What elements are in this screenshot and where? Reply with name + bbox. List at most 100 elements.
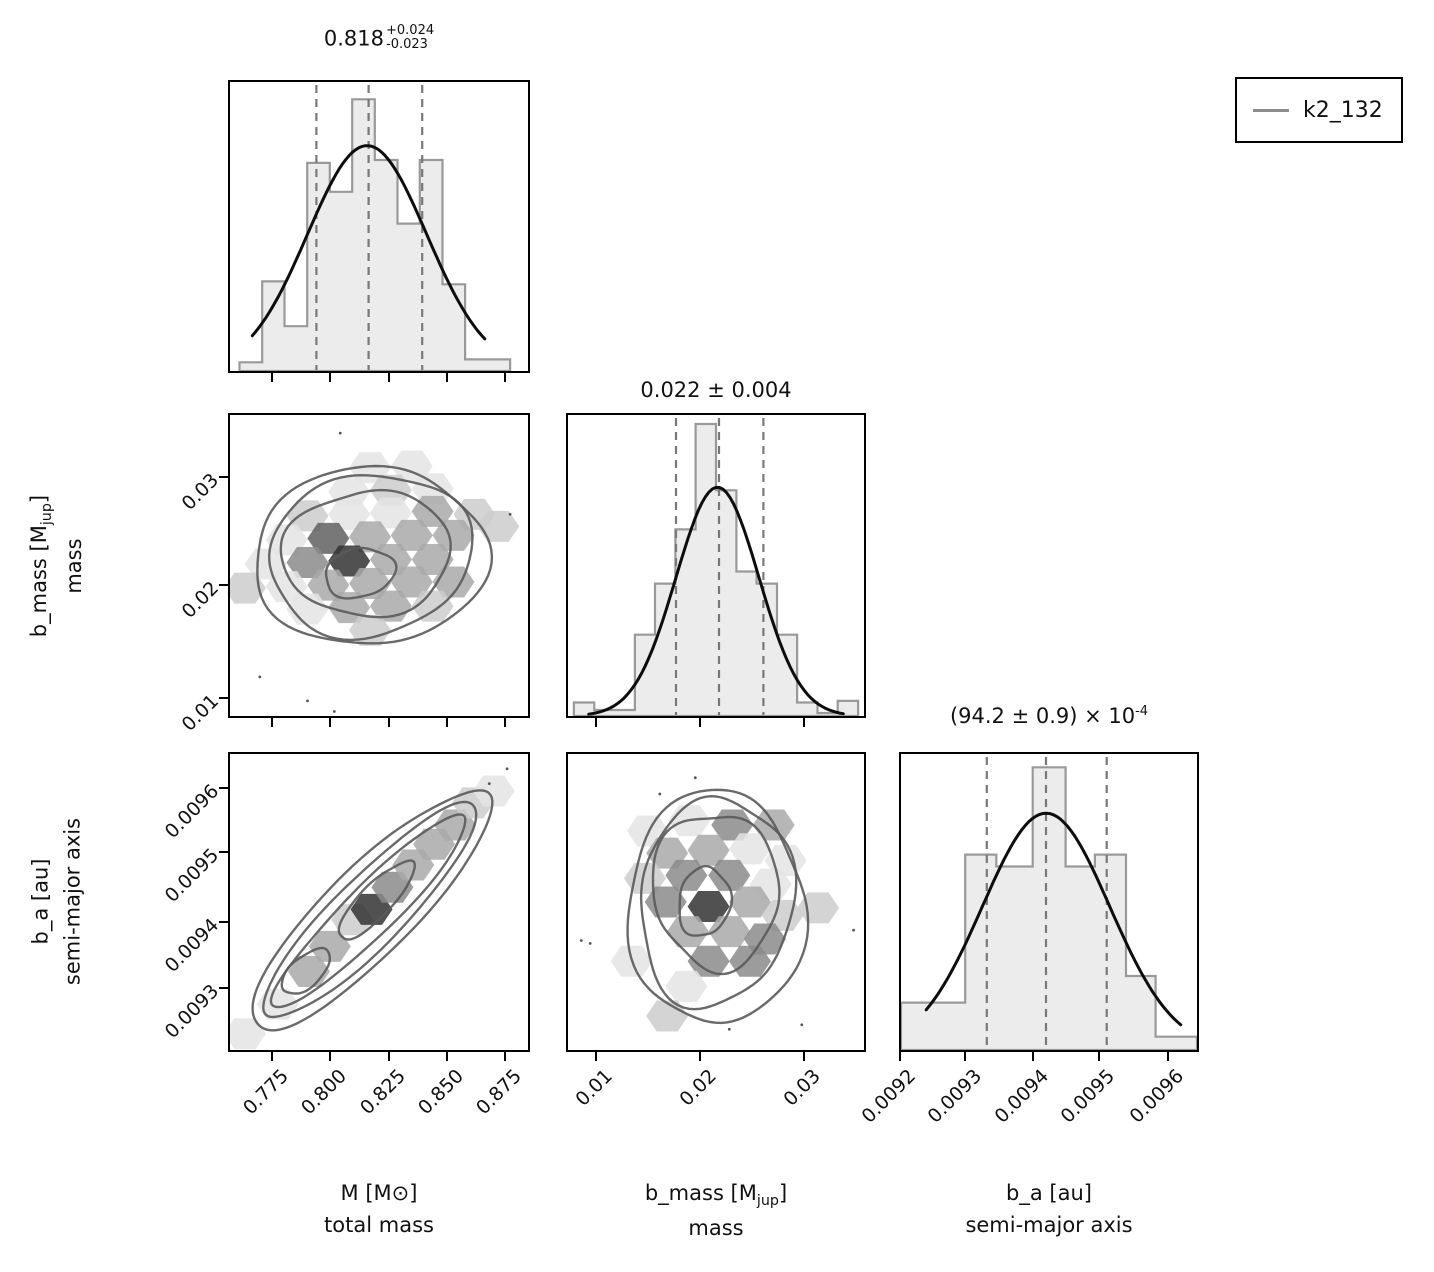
- histogram-plot: [572, 418, 860, 716]
- hexbin-cell: [708, 859, 751, 891]
- histogram-plot: [901, 757, 1197, 1050]
- hexbin-cell: [665, 859, 708, 891]
- x-axis-label-b_a: b_a [au] semi-major axis: [889, 1178, 1209, 1241]
- hexbin-cell: [472, 775, 515, 807]
- x-tick: [699, 718, 702, 727]
- contour-line: [251, 789, 494, 1032]
- panel-hexbin-M-b_mass: [228, 413, 530, 718]
- hexbin-cell: [797, 892, 840, 924]
- scatter-point: [258, 675, 262, 679]
- contour-line: [268, 474, 474, 642]
- estimate-title-b_mass: 0.022 ± 0.004: [640, 378, 792, 402]
- hexbin-cell: [666, 916, 709, 948]
- x-tick-label: 0.0096: [1125, 1065, 1189, 1128]
- x-axis-label-b_mass-main: b_mass [Mjup]: [644, 1181, 788, 1210]
- hexbin-plot: [579, 776, 855, 1032]
- x-tick: [1166, 1052, 1169, 1061]
- panel-hist-M: [228, 80, 530, 373]
- x-tick: [329, 718, 332, 727]
- panel-hist-b_a: [899, 752, 1199, 1052]
- x-tick: [445, 1052, 448, 1061]
- x-axis-label-M: M [M⊙] total mass: [219, 1178, 539, 1241]
- y-tick-label: 0.0096: [160, 780, 223, 843]
- x-tick: [1097, 1052, 1100, 1061]
- x-tick-label: 0.03: [778, 1065, 825, 1111]
- y-tick: [219, 921, 228, 924]
- x-axis-label-b_mass-sub: mass: [688, 1215, 744, 1240]
- contour-line: [639, 795, 798, 1011]
- hexbin-cell: [411, 590, 454, 622]
- hexbin-cell: [390, 566, 433, 598]
- hexbin-cell: [729, 886, 772, 918]
- hexbin-cells: [230, 450, 520, 646]
- hexbin-cell: [349, 614, 392, 646]
- hexbin-cell: [432, 519, 475, 551]
- x-tick: [503, 373, 506, 382]
- scatter-point: [332, 710, 336, 713]
- y-tick-label: 0.02: [177, 577, 223, 623]
- hexbin-cell: [390, 519, 433, 551]
- x-tick: [271, 373, 274, 382]
- y-tick: [219, 584, 228, 587]
- hexbin-cell: [687, 890, 730, 922]
- legend: k2_132: [1235, 77, 1403, 143]
- contour-line: [626, 788, 810, 1025]
- x-tick: [898, 1052, 901, 1061]
- scatter-point: [852, 928, 855, 932]
- y-tick-label: 0.01: [177, 690, 223, 736]
- density-contours: [626, 788, 810, 1025]
- y-axis-label-b_mass: b_mass [Mjup] mass: [24, 406, 90, 726]
- histogram-fill: [573, 424, 859, 716]
- hexbin-cell: [256, 988, 299, 1020]
- hexbin-cell: [687, 834, 730, 866]
- x-tick: [271, 1052, 274, 1061]
- y-tick: [219, 696, 228, 699]
- x-tick-label: 0.0094: [990, 1065, 1054, 1128]
- x-tick-label: 0.0095: [1056, 1065, 1120, 1128]
- x-tick: [445, 373, 448, 382]
- hexbin-cell: [308, 930, 351, 962]
- histogram-steps: [238, 98, 512, 371]
- histogram-plot: [238, 85, 512, 371]
- x-tick: [595, 1052, 597, 1061]
- gaussian-fit-curve: [250, 144, 487, 341]
- hexbin-plot: [230, 431, 520, 713]
- scatter-point: [306, 699, 309, 703]
- x-axis-label-M-main: M [M⊙]: [340, 1181, 418, 1205]
- contour-line: [279, 488, 452, 619]
- x-tick-label: 0.850: [413, 1065, 468, 1120]
- contour-line: [256, 464, 494, 645]
- scatter-point: [338, 431, 342, 435]
- estimate-title-M: 0.818 +0.024 -0.023: [323, 23, 435, 52]
- x-tick: [595, 718, 597, 727]
- y-tick-label: 0.0093: [160, 980, 223, 1043]
- contour-line: [678, 865, 734, 937]
- y-tick-label: 0.0095: [160, 844, 223, 907]
- hexbin-cell: [230, 1018, 266, 1050]
- histogram-fill: [901, 767, 1197, 1050]
- hexbin-cell: [623, 862, 666, 894]
- x-axis-label-b_mass: b_mass [Mjup] mass: [556, 1178, 876, 1244]
- x-tick-label: 0.875: [471, 1065, 526, 1120]
- x-tick: [699, 1052, 702, 1061]
- x-tick: [387, 1052, 390, 1061]
- x-tick-label: 0.0092: [857, 1065, 921, 1128]
- scatter-point: [505, 767, 509, 771]
- hexbin-cell: [729, 833, 772, 865]
- hexbin-cell: [646, 1000, 689, 1032]
- x-tick-label: 0.0093: [922, 1065, 986, 1128]
- x-tick: [387, 373, 390, 382]
- density-contours: [251, 789, 494, 1032]
- x-tick: [329, 1052, 332, 1061]
- contour-line: [324, 546, 398, 600]
- contour-line: [262, 800, 478, 1019]
- x-tick: [1031, 1052, 1034, 1061]
- x-tick-label: 0.02: [675, 1065, 721, 1111]
- y-tick: [219, 787, 228, 789]
- x-tick-label: 0.775: [238, 1065, 293, 1120]
- panel-hist-b_mass: [566, 413, 866, 718]
- histogram-steps: [901, 766, 1197, 1050]
- x-tick: [445, 718, 448, 727]
- gaussian-fit-curve: [924, 811, 1183, 1027]
- x-axis-label-b_a-sub: semi-major axis: [965, 1212, 1133, 1237]
